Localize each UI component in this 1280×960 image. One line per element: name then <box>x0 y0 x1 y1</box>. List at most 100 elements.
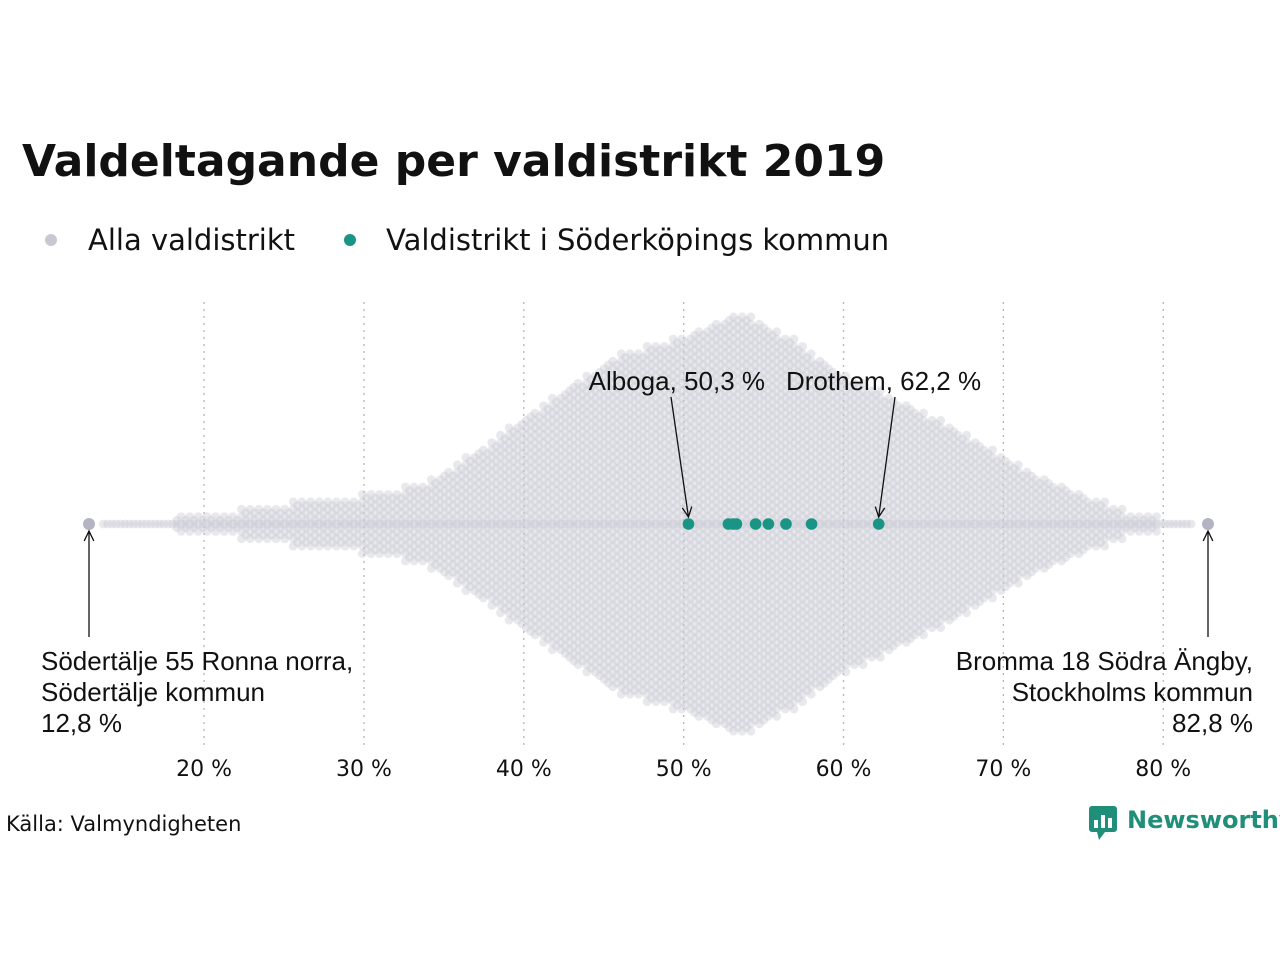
district-point <box>478 475 488 484</box>
district-point <box>474 552 484 562</box>
district-point <box>483 545 492 555</box>
district-point <box>772 712 782 721</box>
district-point <box>457 552 466 562</box>
district-point <box>474 567 484 577</box>
district-point <box>366 504 376 514</box>
district-point <box>427 490 436 499</box>
district-point <box>375 549 384 558</box>
district-point <box>483 523 492 533</box>
district-point <box>470 460 479 470</box>
district-point <box>370 519 380 529</box>
district-point <box>340 519 350 529</box>
district-point <box>452 467 462 477</box>
district-point <box>237 519 246 529</box>
district-point <box>306 504 315 514</box>
district-point <box>452 497 462 507</box>
district-point <box>224 515 234 525</box>
district-point <box>297 512 307 521</box>
district-point <box>345 523 354 533</box>
district-point <box>383 527 393 536</box>
district-point <box>405 508 415 518</box>
district-point <box>310 508 320 518</box>
district-point <box>189 519 199 529</box>
district-point <box>401 497 410 507</box>
district-point <box>461 467 471 477</box>
district-point <box>370 515 380 525</box>
district-point <box>366 497 376 507</box>
district-point <box>452 475 462 484</box>
district-point <box>746 726 756 736</box>
district-point <box>483 508 492 518</box>
district-point <box>392 504 402 514</box>
district-point <box>275 519 285 529</box>
district-point <box>435 497 445 507</box>
district-point <box>323 512 333 521</box>
district-point <box>418 541 428 551</box>
district-point <box>452 519 462 529</box>
district-point <box>254 534 264 544</box>
district-point <box>474 545 484 555</box>
district-point <box>379 508 389 518</box>
district-point <box>418 534 428 544</box>
district-point <box>267 515 277 525</box>
district-point <box>483 530 492 540</box>
district-point <box>444 556 454 566</box>
district-point <box>405 486 415 496</box>
district-point <box>358 534 367 544</box>
district-point <box>405 519 415 529</box>
district-point <box>297 497 307 507</box>
district-point <box>379 523 389 533</box>
district-point <box>193 519 203 529</box>
district-point <box>271 512 281 521</box>
district-point <box>422 530 432 540</box>
district-point <box>452 571 462 581</box>
district-point <box>133 519 143 529</box>
district-point <box>358 549 367 558</box>
district-point <box>435 519 445 529</box>
district-point <box>461 475 471 484</box>
district-point <box>409 512 419 521</box>
district-point <box>474 486 484 496</box>
district-point <box>478 556 488 566</box>
district-point <box>284 508 294 518</box>
district-point <box>181 519 190 529</box>
district-point <box>418 512 428 521</box>
district-point <box>470 482 479 492</box>
district-point <box>444 534 454 544</box>
legend-marker-all <box>45 234 57 246</box>
district-point <box>383 549 393 558</box>
district-point <box>280 527 290 536</box>
district-point <box>327 519 337 529</box>
district-point <box>483 515 492 525</box>
district-point <box>405 493 415 503</box>
district-point <box>431 519 441 529</box>
district-point <box>332 519 341 529</box>
district-point <box>483 478 492 488</box>
district-point <box>142 519 151 529</box>
district-point <box>478 490 488 499</box>
district-point <box>327 501 337 510</box>
district-point <box>336 508 346 518</box>
district-point <box>440 523 449 533</box>
district-point <box>366 490 376 499</box>
district-point <box>401 504 410 514</box>
district-point <box>310 538 320 547</box>
district-point <box>483 519 492 529</box>
district-point <box>435 490 445 499</box>
district-point <box>431 530 441 540</box>
district-point <box>379 493 389 503</box>
district-point <box>379 538 389 547</box>
district-point <box>465 575 475 584</box>
district-point <box>431 552 441 562</box>
district-point <box>444 527 454 536</box>
district-point <box>301 530 311 540</box>
district-point <box>452 564 462 573</box>
district-point <box>427 564 436 573</box>
district-point <box>215 515 225 525</box>
district-point <box>465 567 475 577</box>
district-point <box>465 501 475 510</box>
district-point <box>483 456 492 466</box>
district-point <box>478 504 488 514</box>
district-point <box>232 523 242 533</box>
district-point <box>370 530 380 540</box>
